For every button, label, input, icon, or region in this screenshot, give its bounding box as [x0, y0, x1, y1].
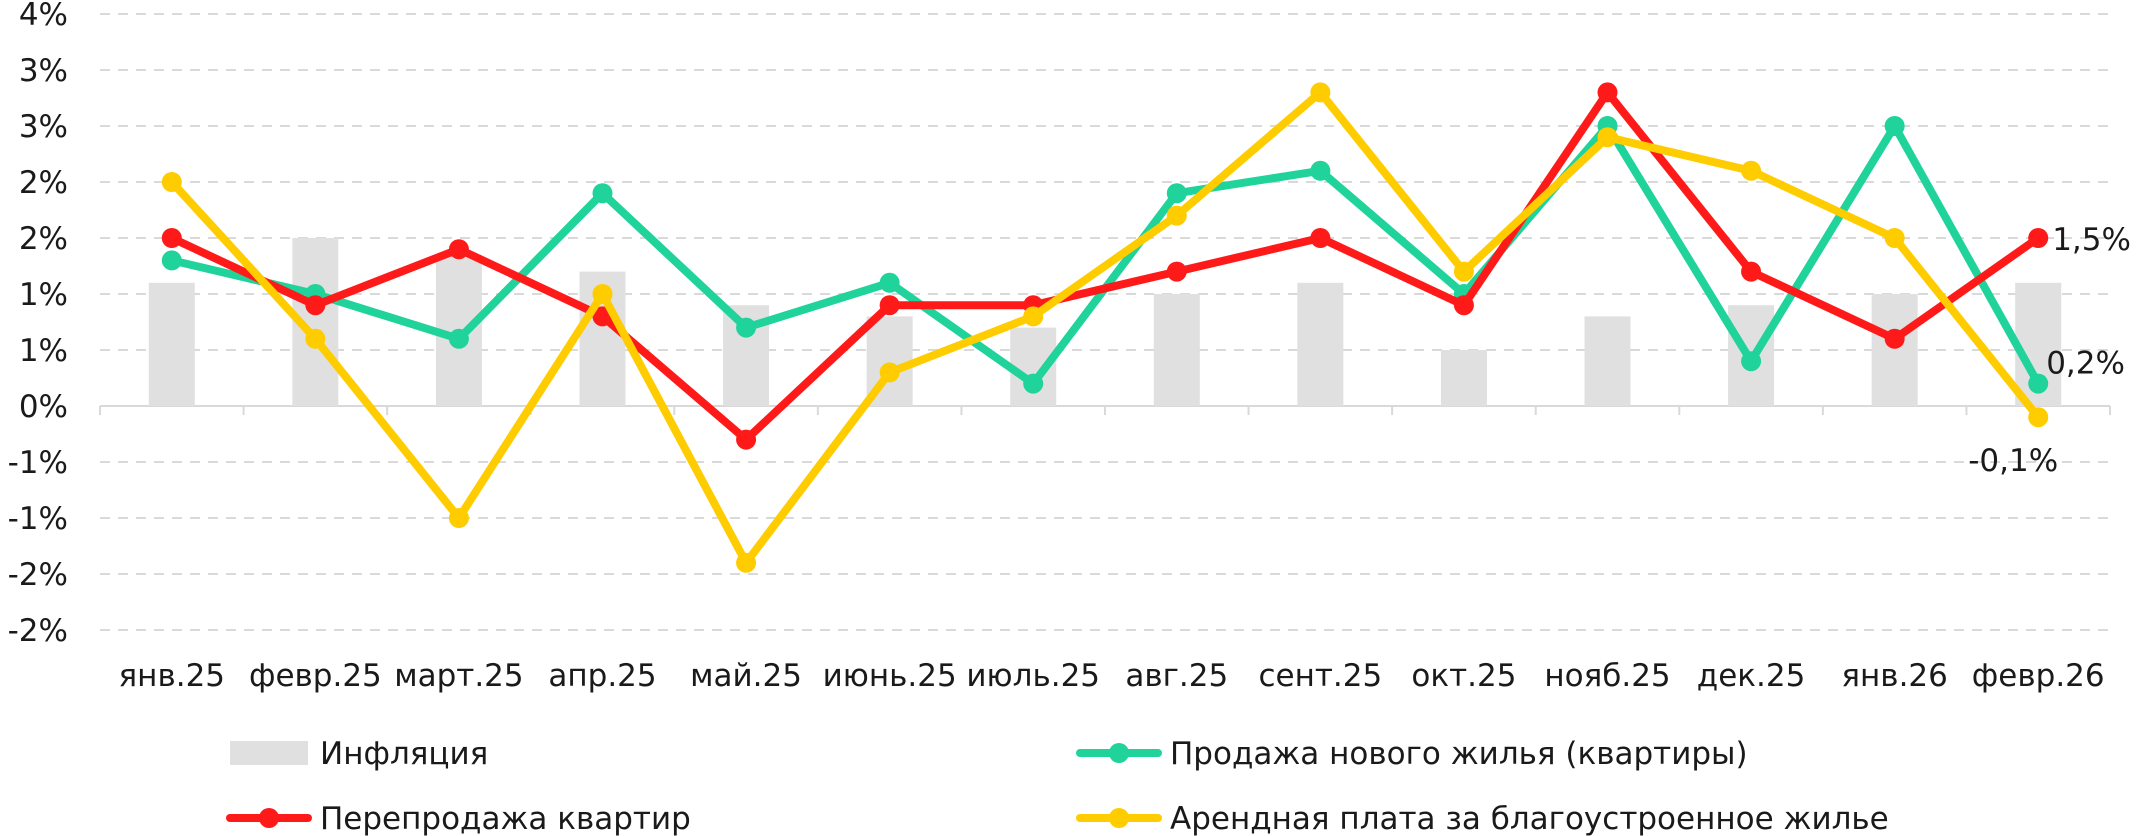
data-point [1741, 261, 1762, 282]
data-point [1884, 328, 1905, 349]
data-point [879, 362, 900, 383]
data-point [1166, 183, 1187, 204]
legend-label: Продажа нового жилья (квартиры) [1170, 736, 1748, 772]
x-tick-label: июнь.25 [823, 658, 957, 694]
end-labels: 1,5% 0,2% -0,1% [1968, 222, 2131, 479]
bar-inflation [1153, 294, 1200, 406]
data-point [1310, 160, 1331, 181]
data-point [2028, 373, 2049, 394]
data-point [736, 317, 757, 338]
end-data-label: 1,5% [2052, 222, 2131, 258]
legend-label: Инфляция [320, 736, 488, 772]
data-point [1310, 228, 1331, 248]
x-tick-label: март.25 [394, 658, 523, 694]
data-point [161, 172, 182, 192]
data-point [2028, 407, 2049, 428]
x-tick-label: июль.25 [966, 658, 1100, 694]
data-point [1453, 261, 1474, 282]
data-point [736, 429, 757, 450]
y-tick-label: -1% [8, 501, 68, 537]
data-point [736, 552, 757, 573]
x-axis-dividers [99, 406, 2111, 415]
data-point [1741, 160, 1762, 181]
bar-inflation [1584, 316, 1631, 406]
series-line [167, 88, 2043, 567]
data-point [1310, 82, 1331, 103]
end-data-label: -0,1% [1968, 443, 2058, 479]
y-tick-label: -2% [8, 613, 68, 649]
data-point [1741, 351, 1762, 372]
x-tick-label: авг.25 [1125, 658, 1228, 694]
data-point [1597, 127, 1618, 148]
x-tick-label: апр.25 [548, 658, 656, 694]
data-point [161, 228, 182, 248]
data-point [879, 272, 900, 293]
data-point [1023, 373, 1044, 394]
y-tick-label: -2% [8, 557, 68, 593]
legend-swatch-marker [259, 808, 279, 828]
inflation-bars [148, 238, 2062, 406]
data-point [592, 183, 613, 204]
end-data-label: 0,2% [2046, 346, 2125, 382]
x-tick-label: окт.25 [1411, 658, 1516, 694]
y-tick-label: -1% [8, 445, 68, 481]
legend-swatch-inflation [230, 741, 308, 765]
data-point [879, 295, 900, 316]
y-tick-label: 4% [19, 0, 68, 33]
data-point [305, 328, 326, 349]
data-point [305, 295, 326, 316]
x-tick-label: февр.26 [1972, 658, 2105, 694]
x-tick-label: сент.25 [1258, 658, 1382, 694]
bar-inflation [148, 282, 195, 406]
x-tick-label: янв.25 [119, 658, 226, 694]
y-tick-label: 2% [19, 165, 68, 201]
data-point [1166, 261, 1187, 282]
legend-label: Арендная плата за благоустроенное жилье [1170, 801, 1889, 836]
data-point [161, 250, 182, 271]
y-tick-label: 3% [19, 53, 68, 89]
x-tick-label: дек.25 [1697, 658, 1806, 694]
x-tick-label: нояб.25 [1544, 658, 1670, 694]
legend-swatch-marker [1109, 743, 1129, 763]
x-tick-label: февр.25 [249, 658, 382, 694]
series-lines [161, 82, 2049, 573]
data-point [1597, 82, 1618, 103]
data-point [1453, 295, 1474, 316]
data-point [448, 239, 469, 260]
data-point [1166, 205, 1187, 226]
legend-swatch-marker [1109, 808, 1129, 828]
y-tick-label: 0% [19, 389, 68, 425]
x-axis-ticks: янв.25 февр.25 март.25 апр.25 май.25 июнь.25 и… [119, 658, 2105, 694]
bar-inflation [1871, 294, 1918, 406]
bar-inflation [1297, 282, 1344, 406]
data-point [1884, 116, 1905, 136]
y-tick-label: 3% [19, 109, 68, 145]
legend: Инфляция Продажа нового жилья (квартиры) П… [226, 736, 1889, 836]
data-point [448, 328, 469, 349]
data-point [448, 508, 469, 528]
y-tick-label: 1% [19, 333, 68, 369]
data-point [1884, 228, 1905, 248]
data-point [2028, 228, 2049, 248]
data-point [1023, 306, 1044, 327]
y-tick-label: 1% [19, 277, 68, 313]
y-axis-ticks: 4% 3% 3% 2% 2% 1% 1% 0% -1% -1% -2% -2% [8, 0, 68, 649]
x-tick-label: май.25 [690, 658, 802, 694]
data-point [592, 284, 613, 304]
legend-label: Перепродажа квартир [320, 801, 691, 836]
x-tick-label: янв.26 [1841, 658, 1948, 694]
y-tick-label: 2% [19, 221, 68, 257]
bar-inflation [1440, 350, 1487, 406]
series-line [167, 88, 2043, 444]
